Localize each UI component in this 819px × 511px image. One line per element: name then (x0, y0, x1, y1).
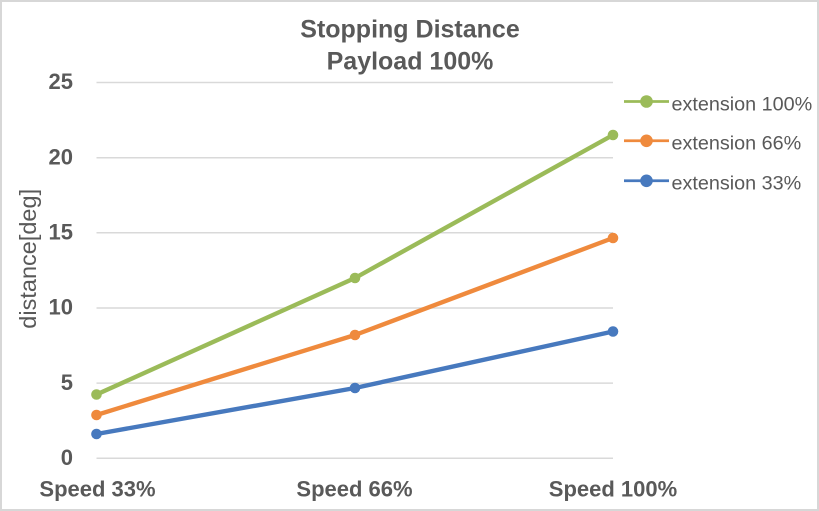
svg-text:Speed 33%: Speed 33% (39, 477, 155, 502)
svg-text:25: 25 (49, 69, 73, 94)
svg-text:5: 5 (61, 370, 73, 395)
svg-text:Speed 100%: Speed 100% (549, 477, 677, 502)
svg-text:Stopping Distance: Stopping Distance (300, 16, 520, 44)
svg-text:10: 10 (49, 295, 73, 320)
svg-text:extension 66%: extension 66% (672, 133, 802, 155)
svg-text:Speed 66%: Speed 66% (296, 477, 412, 502)
svg-text:0: 0 (61, 445, 73, 470)
svg-text:15: 15 (49, 220, 73, 245)
svg-text:extension 33%: extension 33% (672, 173, 802, 195)
svg-text:distance[deg]: distance[deg] (15, 189, 41, 329)
svg-text:extension 100%: extension 100% (672, 93, 813, 115)
svg-text:Payload 100%: Payload 100% (327, 47, 494, 75)
svg-text:20: 20 (49, 144, 73, 169)
